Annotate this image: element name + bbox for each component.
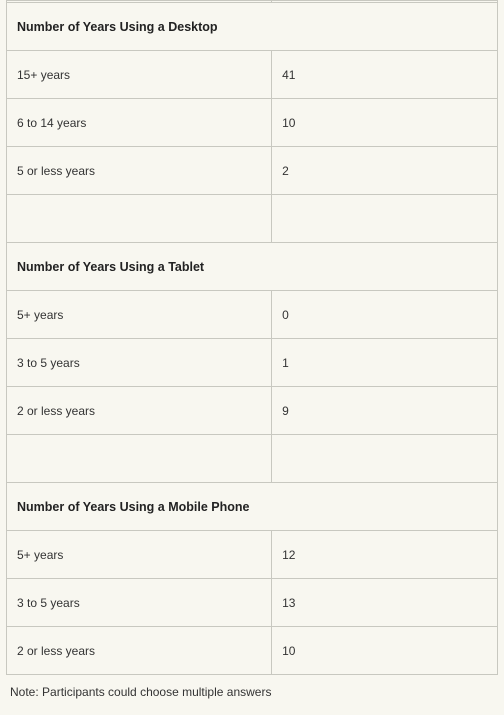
section-header: Number of Years Using a Desktop (7, 3, 498, 51)
row-count: 41 (272, 51, 498, 99)
row-count: 1 (272, 339, 498, 387)
table-row: 5 or less years 2 (7, 147, 498, 195)
footnote: Note: Participants could choose multiple… (6, 675, 498, 703)
row-label: 3 to 5 years (7, 579, 272, 627)
table-row (7, 435, 498, 483)
row-label: 3 to 5 years (7, 339, 272, 387)
table-row: 5+ years 0 (7, 291, 498, 339)
section-header: Number of Years Using a Mobile Phone (7, 483, 498, 531)
table-row (7, 195, 498, 243)
row-count: 13 (272, 579, 498, 627)
table-row: 3 to 5 years 1 (7, 339, 498, 387)
row-count: 10 (272, 99, 498, 147)
row-count: 0 (272, 291, 498, 339)
row-label: 2 or less years (7, 627, 272, 675)
usage-years-table: Number of Years Using a Desktop 15+ year… (6, 0, 498, 675)
table-row: 3 to 5 years 13 (7, 579, 498, 627)
row-count: 10 (272, 627, 498, 675)
row-label (7, 195, 272, 243)
row-label: 2 or less years (7, 387, 272, 435)
table-row: 2 or less years 10 (7, 627, 498, 675)
section-header: Number of Years Using a Tablet (7, 243, 498, 291)
row-label: 6 to 14 years (7, 99, 272, 147)
row-count (272, 435, 498, 483)
row-count: 2 (272, 147, 498, 195)
row-label: 5 or less years (7, 147, 272, 195)
row-label: 5+ years (7, 531, 272, 579)
row-count (272, 195, 498, 243)
row-count: 12 (272, 531, 498, 579)
row-label: 5+ years (7, 291, 272, 339)
row-label (7, 435, 272, 483)
table-row: 15+ years 41 (7, 51, 498, 99)
table-row: 2 or less years 9 (7, 387, 498, 435)
table-row: 6 to 14 years 10 (7, 99, 498, 147)
table-row: 5+ years 12 (7, 531, 498, 579)
row-label: 15+ years (7, 51, 272, 99)
row-count: 9 (272, 387, 498, 435)
